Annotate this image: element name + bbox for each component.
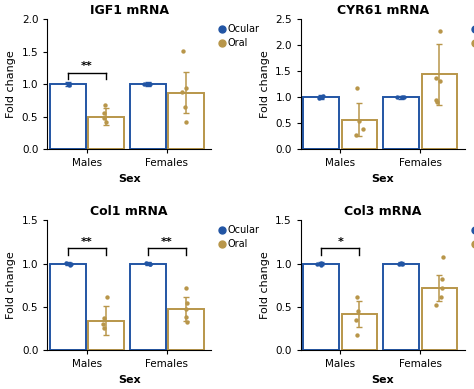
Point: [100, 115, 108, 121]
Point: [181, 104, 189, 110]
Point: [182, 285, 190, 291]
Bar: [88, 321, 124, 350]
Point: [319, 93, 327, 99]
Point: [183, 319, 191, 326]
Point: [100, 315, 108, 321]
Point: [146, 261, 154, 267]
Point: [182, 119, 190, 125]
Text: **: **: [161, 237, 173, 247]
Y-axis label: Fold change: Fold change: [6, 251, 16, 319]
Point: [437, 77, 444, 84]
Point: [439, 254, 447, 260]
Point: [313, 261, 321, 267]
Point: [66, 261, 74, 268]
Point: [318, 261, 325, 268]
Point: [432, 302, 439, 308]
Bar: [168, 308, 204, 350]
Legend: Ocular, Oral: Ocular, Oral: [219, 225, 260, 249]
Point: [100, 110, 108, 117]
Point: [183, 300, 191, 306]
Bar: [168, 93, 204, 149]
Bar: [50, 264, 86, 350]
Bar: [421, 74, 457, 149]
Point: [100, 321, 107, 327]
X-axis label: Sex: Sex: [118, 174, 140, 184]
Point: [100, 325, 108, 331]
Point: [182, 84, 190, 91]
Point: [63, 260, 70, 266]
Point: [398, 261, 405, 267]
Point: [434, 99, 441, 105]
Bar: [421, 288, 457, 350]
X-axis label: Sex: Sex: [372, 174, 394, 184]
Point: [142, 260, 149, 266]
Y-axis label: Fold change: Fold change: [260, 51, 270, 118]
Point: [318, 260, 325, 266]
Point: [146, 261, 154, 267]
Bar: [130, 264, 165, 350]
Point: [438, 276, 446, 282]
Title: Col3 mRNA: Col3 mRNA: [344, 205, 421, 218]
Y-axis label: Fold change: Fold change: [260, 251, 270, 319]
Text: **: **: [81, 61, 93, 71]
Legend: Ocular, Oral: Ocular, Oral: [473, 225, 474, 249]
Point: [438, 285, 446, 291]
Point: [352, 131, 360, 138]
Point: [146, 81, 154, 87]
Y-axis label: Fold change: Fold change: [6, 51, 16, 118]
Bar: [50, 84, 86, 149]
Bar: [342, 314, 377, 350]
Point: [182, 314, 190, 321]
Point: [354, 308, 362, 314]
Point: [65, 82, 73, 88]
Point: [178, 89, 186, 95]
Point: [353, 331, 361, 338]
Point: [400, 94, 407, 100]
Point: [102, 119, 109, 125]
X-axis label: Sex: Sex: [372, 375, 394, 385]
Title: CYR61 mRNA: CYR61 mRNA: [337, 4, 429, 17]
Point: [140, 81, 148, 88]
Point: [432, 74, 440, 81]
Point: [101, 102, 109, 108]
Bar: [303, 264, 339, 350]
Point: [395, 261, 403, 267]
X-axis label: Sex: Sex: [118, 375, 140, 385]
Legend: Ocular, Oral: Ocular, Oral: [219, 24, 260, 48]
Bar: [383, 264, 419, 350]
Point: [182, 307, 190, 313]
Bar: [383, 97, 419, 149]
Point: [103, 293, 111, 300]
Point: [318, 94, 326, 100]
Bar: [88, 117, 124, 149]
Bar: [342, 119, 377, 149]
Legend: Ocular, Oral: Ocular, Oral: [473, 24, 474, 48]
Point: [398, 260, 405, 266]
Point: [399, 94, 406, 100]
Point: [356, 117, 363, 124]
Point: [179, 47, 187, 54]
Point: [66, 81, 73, 87]
Point: [64, 81, 72, 88]
Point: [432, 97, 439, 103]
Point: [393, 94, 401, 100]
Point: [437, 28, 444, 34]
Bar: [303, 97, 339, 149]
Bar: [130, 84, 165, 149]
Point: [354, 85, 361, 91]
Point: [67, 261, 75, 267]
Text: **: **: [81, 237, 93, 247]
Point: [144, 81, 151, 88]
Title: IGF1 mRNA: IGF1 mRNA: [90, 4, 169, 17]
Title: Col1 mRNA: Col1 mRNA: [91, 205, 168, 218]
Text: *: *: [337, 237, 343, 247]
Point: [360, 126, 367, 133]
Point: [353, 293, 361, 300]
Point: [352, 317, 359, 323]
Point: [316, 95, 323, 101]
Point: [437, 293, 445, 300]
